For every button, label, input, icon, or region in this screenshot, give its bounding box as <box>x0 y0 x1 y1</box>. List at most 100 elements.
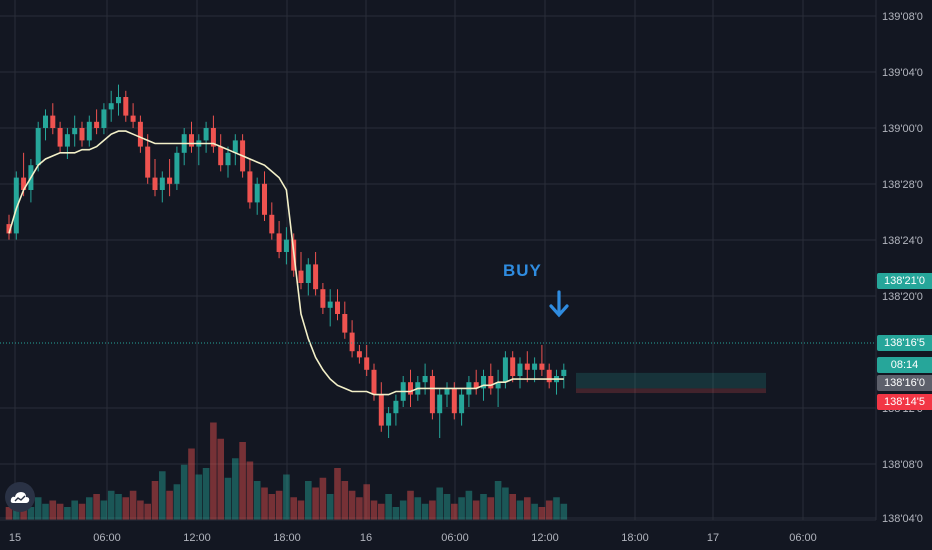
entry-price-tag: 138'16'0 <box>877 375 932 391</box>
candle-body <box>313 264 319 290</box>
candle-body <box>145 146 151 178</box>
volume-bar <box>451 503 458 520</box>
volume-bar <box>443 494 451 520</box>
volume-bar <box>472 500 480 520</box>
take-profit-zone <box>576 372 766 389</box>
candle-body <box>422 376 428 383</box>
candle-body <box>72 128 78 135</box>
volume-bar <box>5 507 13 520</box>
volume-bar <box>348 490 356 520</box>
volume-bar <box>49 500 57 520</box>
volume-bar <box>305 481 312 520</box>
chart-grid <box>0 0 876 520</box>
volume-bar <box>261 487 268 520</box>
volume-bar <box>129 490 137 520</box>
candle-body <box>86 121 92 141</box>
volume-bar <box>545 500 553 520</box>
price-tick-label: 138'20'0 <box>882 291 923 303</box>
volume-bar <box>524 497 531 520</box>
candlesticks <box>6 84 567 438</box>
candle-body <box>108 103 114 110</box>
volume-bar <box>363 484 370 520</box>
volume-bar <box>195 474 203 520</box>
candle-body <box>79 128 85 141</box>
volume-bar <box>268 494 276 520</box>
volume-bar <box>334 468 341 520</box>
long-position-tool[interactable] <box>576 372 766 394</box>
candle-body <box>510 357 516 376</box>
volume-bar <box>27 507 35 520</box>
time-tick-label: 12:00 <box>531 532 559 544</box>
price-tick-label: 138'24'0 <box>882 235 923 247</box>
volume-bar <box>436 487 443 520</box>
volume-bars <box>5 422 568 520</box>
candle-body <box>546 369 552 383</box>
candle-body <box>189 134 194 147</box>
candle-body <box>254 183 260 203</box>
volume-bar <box>224 477 232 520</box>
volume-bar <box>531 503 538 520</box>
candle-body <box>123 97 129 116</box>
volume-bar <box>253 481 261 520</box>
volume-bar <box>275 490 283 520</box>
volume-bar <box>421 503 429 520</box>
candle-body <box>393 400 399 414</box>
candle-body <box>408 382 413 395</box>
candle-body <box>269 214 275 234</box>
volume-bar <box>538 507 546 520</box>
volume-bar <box>407 490 414 520</box>
volume-bar <box>290 497 297 520</box>
candle-body <box>64 134 70 147</box>
candle-body <box>364 357 370 370</box>
time-axis: 15 06:00 12:00 18:00 16 06:00 12:00 18:00 17 06:0… <box>9 532 817 544</box>
volume-bar <box>560 503 568 520</box>
candle-body <box>342 314 348 333</box>
stop-price-tag: 138'14'5 <box>877 394 932 410</box>
candle-body <box>356 351 362 358</box>
buy-annotation: BUY <box>503 261 542 280</box>
volume-bar <box>370 500 378 520</box>
candle-body <box>218 146 224 166</box>
candle-body <box>517 363 523 376</box>
volume-bar <box>144 503 151 520</box>
volume-bar <box>341 481 349 520</box>
candle-body <box>481 376 486 389</box>
volume-bar <box>210 422 217 520</box>
time-tick-label: 18:00 <box>273 532 301 544</box>
candle-body <box>50 115 56 128</box>
candle-body <box>210 128 216 147</box>
volume-bar <box>385 494 392 520</box>
volume-bar <box>20 503 27 520</box>
volume-bar <box>78 503 86 520</box>
volume-bar <box>122 497 130 520</box>
candle-body <box>451 388 457 414</box>
volume-bar <box>516 500 524 520</box>
candle-body <box>94 121 100 128</box>
candle-body <box>335 301 340 314</box>
volume-bar <box>173 484 181 520</box>
volume-bar <box>297 500 305 520</box>
volume-bar <box>283 474 290 520</box>
candle-body <box>539 363 545 370</box>
volume-bar <box>356 497 363 520</box>
volume-bar <box>71 500 78 520</box>
volume-bar <box>115 494 122 520</box>
volume-bar <box>246 461 254 520</box>
candle-body <box>116 97 121 104</box>
volume-bar <box>217 438 224 520</box>
candle-body <box>459 394 465 414</box>
candle-body <box>152 177 158 190</box>
candle-body <box>283 239 289 252</box>
price-tick-label: 139'00'0 <box>882 123 923 135</box>
time-tick-label: 06:00 <box>93 532 121 544</box>
target-price-tag: 138'21'0 <box>877 273 932 289</box>
candle-body <box>561 369 567 376</box>
candle-body <box>437 394 443 414</box>
volume-bar <box>86 497 93 520</box>
volume-bar <box>137 500 144 520</box>
candle-body <box>35 128 41 166</box>
tradingview-cloud-icon[interactable] <box>5 482 35 512</box>
candle-body <box>167 177 173 184</box>
candle-body <box>488 376 494 389</box>
